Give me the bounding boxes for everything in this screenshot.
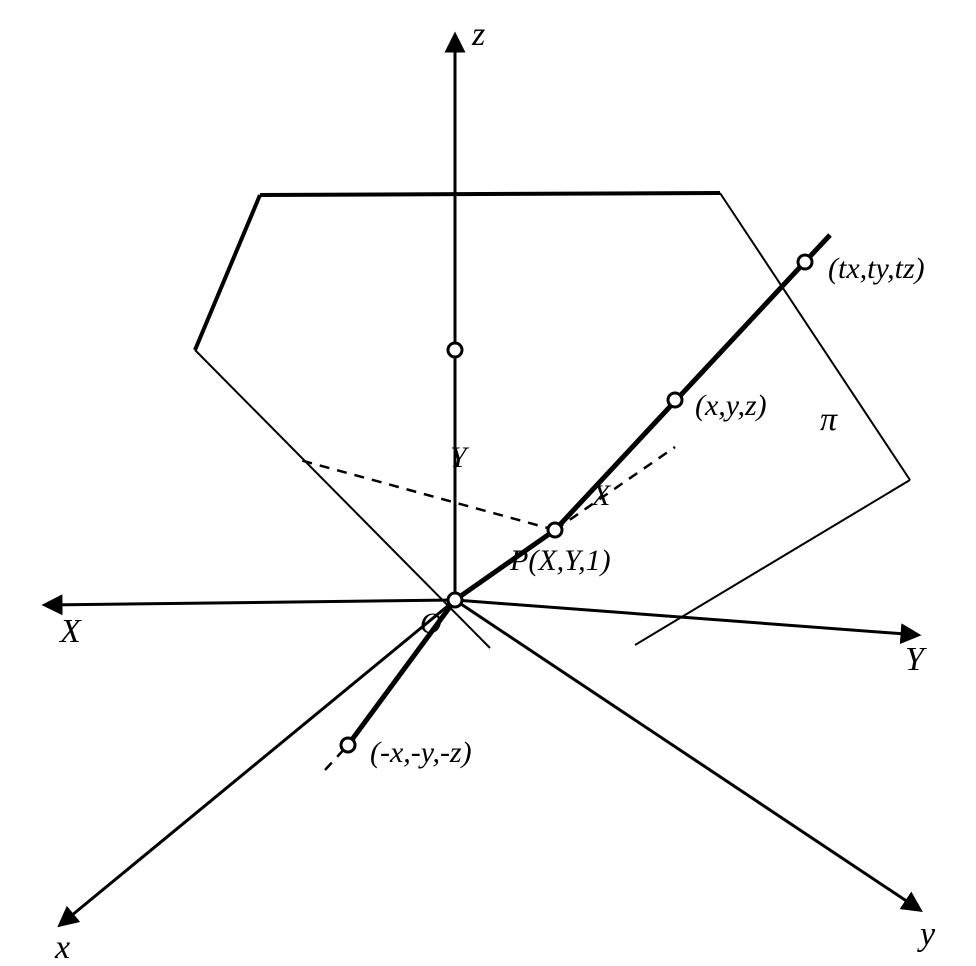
axis-label-X: X xyxy=(58,613,82,650)
point-P xyxy=(548,523,562,537)
axis-y-lower xyxy=(455,600,920,910)
ray-point-txyz xyxy=(798,255,812,269)
ray-point-xyz xyxy=(668,393,682,407)
ray-point-label-neg: (-x,-y,-z) xyxy=(370,736,472,769)
origin-point xyxy=(448,593,462,607)
origin-label: O xyxy=(420,607,442,640)
ray-point-label-xyz: (x,y,z) xyxy=(695,389,767,422)
plane-edge-right xyxy=(720,193,910,480)
ray-point-neg xyxy=(341,738,355,752)
dash-label-X: X xyxy=(591,479,612,512)
axis-label-Y: Y xyxy=(905,641,927,678)
plane-label: π xyxy=(820,401,838,438)
dash-label-Y: Y xyxy=(450,441,470,474)
ray-point-label-txyz: (tx,ty,tz) xyxy=(828,252,925,285)
dash-line-X xyxy=(555,447,675,530)
axis-label-y-lower: y xyxy=(917,916,936,953)
plane-z-intersection xyxy=(448,343,462,357)
ray-seg-upper xyxy=(555,235,830,530)
axis-X xyxy=(45,600,455,605)
axis-label-x-lower: x xyxy=(54,929,70,966)
axis-label-z: z xyxy=(471,16,485,53)
plane-edge-top xyxy=(260,193,720,195)
axis-Y xyxy=(455,600,918,635)
plane-edge-left xyxy=(195,195,260,350)
point-P-label: P(X,Y,1) xyxy=(509,544,611,577)
plane-edge-bottom-right xyxy=(635,480,910,645)
